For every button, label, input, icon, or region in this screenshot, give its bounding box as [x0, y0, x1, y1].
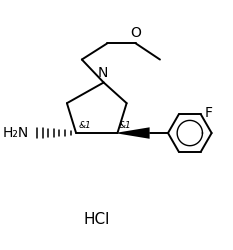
Text: H₂N: H₂N [3, 126, 29, 140]
Text: &1: &1 [119, 121, 131, 130]
Text: O: O [130, 26, 141, 40]
Text: F: F [204, 106, 212, 120]
Text: N: N [97, 66, 108, 80]
Polygon shape [117, 127, 150, 139]
Text: &1: &1 [78, 121, 91, 130]
Text: HCl: HCl [84, 212, 110, 227]
